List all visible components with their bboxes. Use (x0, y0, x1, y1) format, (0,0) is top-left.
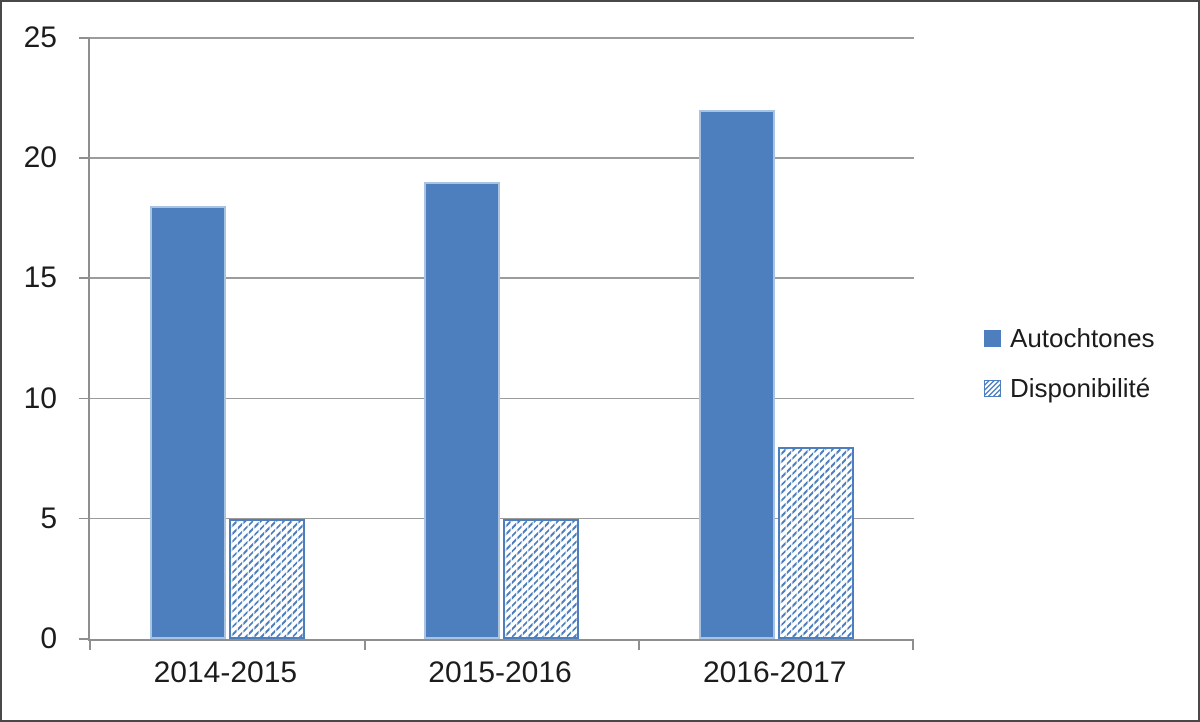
gridline (90, 37, 914, 39)
plot-area (79, 37, 914, 650)
bar-hatched (228, 518, 305, 639)
bar-hatched (503, 518, 580, 639)
bar-solid (149, 206, 226, 639)
legend-label: Disponibilité (1010, 373, 1151, 403)
gridline (90, 397, 914, 400)
bar-group (639, 38, 914, 639)
y-axis-tick (79, 277, 90, 279)
gridline (90, 277, 914, 279)
solid-square-swatch-icon (984, 329, 1001, 347)
y-axis-tick-label: 20 (23, 141, 57, 175)
bar-solid (699, 110, 776, 639)
y-axis-tick (79, 37, 90, 39)
x-axis-category-label: 2014-2015 (153, 656, 298, 689)
x-axis-tick (638, 639, 641, 650)
bar-hatched (778, 446, 855, 639)
gridline (90, 517, 914, 520)
y-axis-tick (79, 517, 90, 520)
x-axis-tick (363, 639, 366, 650)
y-axis-labels: 0 5 10 15 20 25 (2, 23, 57, 654)
y-axis-tick-label: 10 (23, 381, 57, 415)
legend: Autochtones Disponibilité (984, 323, 1155, 403)
legend-item-autochtones: Autochtones (984, 323, 1155, 353)
y-axis-tick (79, 397, 90, 400)
y-axis-tick-label: 25 (23, 21, 57, 54)
x-axis-tick (89, 639, 91, 650)
y-axis-tick-label: 15 (23, 261, 57, 295)
x-axis-category-label: 2016-2017 (702, 656, 847, 689)
bar-group (90, 38, 365, 639)
x-axis-tick (912, 639, 914, 650)
legend-label: Autochtones (1010, 323, 1155, 353)
hatched-square-swatch-icon (984, 379, 1001, 397)
y-axis-tick-label: 0 (40, 622, 57, 655)
bar-solid (424, 182, 501, 639)
y-axis-tick (79, 157, 90, 159)
x-axis-category-label: 2015-2016 (428, 656, 572, 689)
y-axis-tick (79, 638, 90, 640)
gridline (90, 157, 914, 159)
x-axis-labels: 2014-2015 2015-2016 2016-2017 (88, 655, 912, 697)
legend-item-disponibilite: Disponibilité (984, 373, 1155, 403)
y-axis-tick-label: 5 (40, 501, 57, 535)
bar-group (365, 38, 640, 639)
